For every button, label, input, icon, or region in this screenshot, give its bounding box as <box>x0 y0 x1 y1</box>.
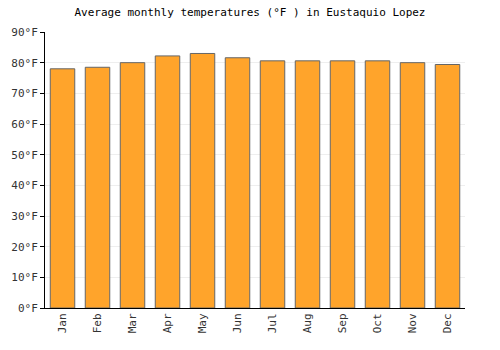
svg-text:Mar: Mar <box>126 313 139 333</box>
svg-text:Sep: Sep <box>336 313 349 333</box>
svg-text:20°F: 20°F <box>11 241 38 254</box>
svg-text:May: May <box>196 313 209 333</box>
svg-text:Nov: Nov <box>406 313 419 333</box>
svg-text:Average monthly temperatures (: Average monthly temperatures (°F ) in Eu… <box>75 6 426 19</box>
svg-text:Dec: Dec <box>441 313 454 333</box>
svg-text:90°F: 90°F <box>11 26 38 39</box>
svg-text:0°F: 0°F <box>18 302 38 315</box>
svg-text:60°F: 60°F <box>11 118 38 131</box>
svg-text:50°F: 50°F <box>11 149 38 162</box>
svg-text:40°F: 40°F <box>11 179 38 192</box>
svg-text:70°F: 70°F <box>11 87 38 100</box>
svg-text:Feb: Feb <box>91 313 104 333</box>
svg-text:Oct: Oct <box>371 313 384 333</box>
svg-text:Apr: Apr <box>161 313 174 333</box>
svg-text:Aug: Aug <box>301 313 314 333</box>
svg-text:Jan: Jan <box>56 313 69 333</box>
svg-text:Jun: Jun <box>231 313 244 333</box>
svg-text:80°F: 80°F <box>11 57 38 70</box>
svg-text:Jul: Jul <box>266 313 279 333</box>
svg-text:30°F: 30°F <box>11 210 38 223</box>
svg-text:10°F: 10°F <box>11 271 38 284</box>
